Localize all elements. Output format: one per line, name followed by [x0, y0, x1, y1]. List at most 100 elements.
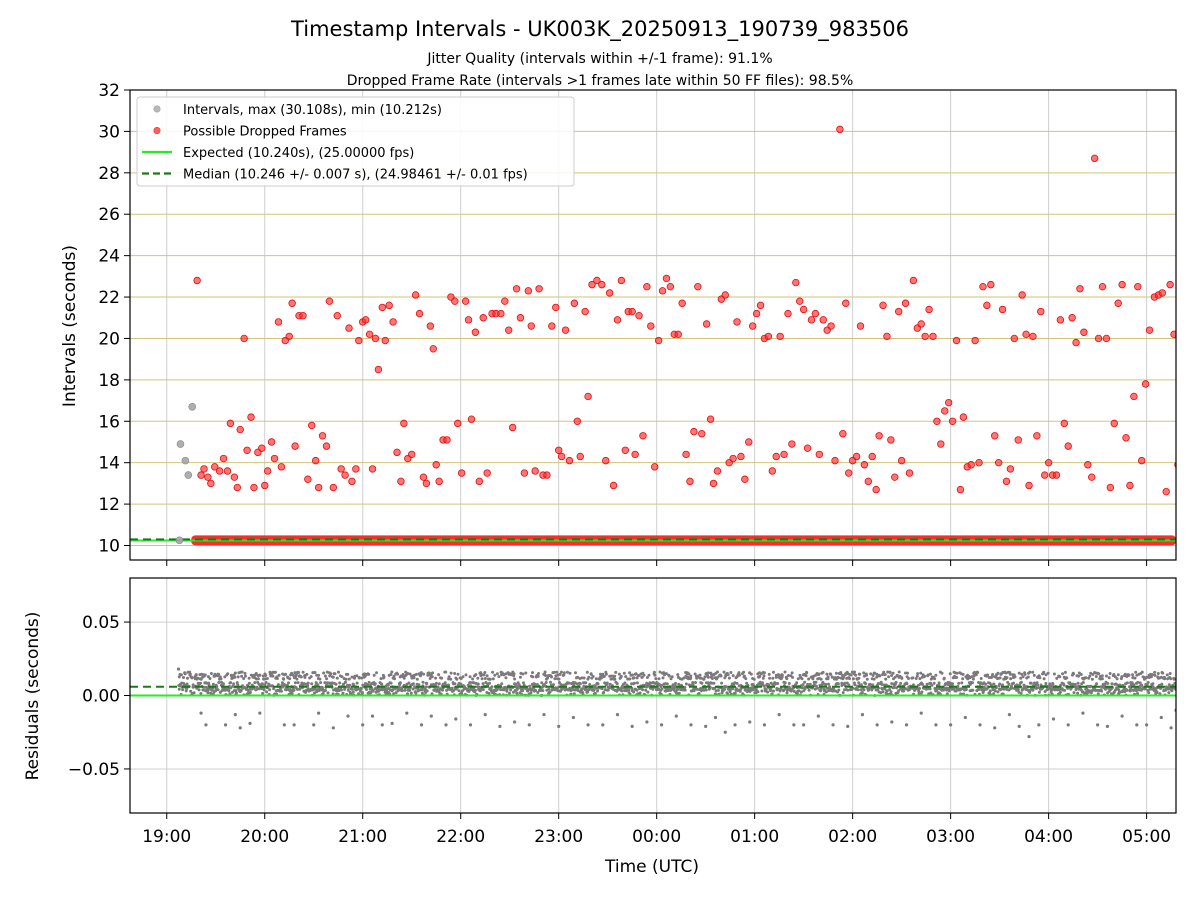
residual-point	[864, 682, 868, 686]
residual-point	[605, 681, 609, 685]
residual-point	[355, 681, 359, 685]
residual-point	[742, 670, 746, 674]
residual-point	[528, 684, 531, 688]
residual-point	[420, 688, 424, 692]
dropped-frame-point	[308, 421, 316, 430]
dropped-frame-point	[666, 282, 675, 291]
residual-point	[767, 683, 771, 687]
residual-point	[263, 683, 267, 687]
residual-point	[208, 677, 212, 680]
residual-point	[729, 671, 733, 674]
dropped-frame-point	[713, 467, 722, 475]
residual-point	[841, 691, 845, 695]
residual-point	[1167, 691, 1171, 695]
residual-point	[253, 681, 257, 685]
residual-point	[719, 674, 723, 678]
residual-point	[744, 677, 748, 681]
residual-point	[1106, 682, 1110, 685]
residual-point	[530, 688, 534, 692]
dropped-frame-point	[389, 318, 397, 326]
residual-point	[483, 677, 487, 680]
residual-point	[512, 672, 516, 676]
residual-point	[725, 685, 728, 689]
residual-point	[340, 675, 344, 679]
residual-outlier-point	[1105, 724, 1110, 728]
residual-point	[447, 675, 451, 679]
dropped-frame-point	[464, 316, 473, 324]
dropped-frame-point	[371, 334, 380, 343]
residual-point	[1010, 686, 1014, 690]
residual-point	[1165, 673, 1169, 677]
residual-point	[209, 672, 213, 675]
residual-point	[989, 683, 993, 687]
residual-point	[795, 681, 799, 685]
dropped-frame-point	[768, 467, 776, 475]
dropped-frame-point	[419, 473, 428, 481]
residual-point	[436, 685, 440, 689]
residual-point	[277, 673, 281, 677]
residual-point	[1076, 681, 1080, 685]
residual-point	[549, 680, 552, 684]
residual-point	[868, 682, 872, 686]
legend-label: Intervals, max (30.108s), min (10.212s)	[183, 103, 442, 118]
residual-point	[417, 683, 421, 687]
residual-point	[921, 682, 924, 686]
residual-point	[801, 686, 805, 690]
residual-point	[761, 676, 765, 680]
residual-point	[389, 681, 393, 685]
residual-point	[504, 672, 508, 676]
residual-point	[1037, 690, 1041, 694]
residual-point	[849, 673, 853, 677]
residual-point	[696, 674, 700, 678]
residual-point	[318, 677, 322, 681]
residual-point	[1042, 677, 1046, 681]
residual-point	[392, 674, 396, 678]
dropped-frame-point	[690, 427, 698, 436]
dropped-frame-point	[764, 332, 773, 341]
residual-point	[367, 680, 371, 684]
residual-outlier-point	[419, 723, 424, 727]
dropped-frame-point	[905, 469, 914, 477]
residual-point	[324, 689, 327, 692]
bottom-xtick-label: 02:00	[828, 827, 877, 847]
residual-point	[1094, 675, 1098, 678]
residual-point	[186, 676, 189, 680]
residual-point	[1125, 681, 1129, 685]
residual-point	[633, 681, 636, 685]
residual-point	[194, 673, 198, 677]
dropped-frame-point	[322, 442, 331, 450]
legend-label: Possible Dropped Frames	[183, 125, 347, 140]
residual-outlier-point	[762, 723, 767, 727]
residual-point	[215, 685, 219, 689]
residual-point	[859, 683, 863, 687]
residual-point	[687, 672, 691, 676]
residual-point	[558, 672, 562, 676]
residual-point	[883, 673, 887, 677]
residual-point	[821, 670, 825, 674]
dropped-frame-point	[1166, 280, 1174, 289]
residual-point	[282, 677, 286, 681]
residual-point	[628, 671, 632, 675]
dropped-frame-point	[240, 334, 248, 343]
residual-point	[804, 674, 808, 678]
residual-point	[805, 671, 809, 675]
dropped-frame-point	[776, 332, 784, 341]
residual-point	[667, 674, 671, 678]
residual-point	[544, 681, 548, 684]
residual-point	[256, 677, 260, 681]
residual-point	[807, 688, 811, 692]
residual-point	[862, 688, 866, 692]
residual-point	[479, 671, 483, 675]
residual-point	[878, 674, 882, 678]
residual-point	[937, 681, 941, 685]
residual-point	[694, 681, 697, 684]
dropped-frame-point	[887, 436, 895, 444]
residual-point	[542, 683, 546, 686]
residual-point	[1029, 681, 1033, 685]
residual-outlier-point	[890, 720, 894, 724]
residual-point	[853, 683, 857, 687]
residual-point	[559, 683, 563, 686]
chart-subtitle-line-1: Jitter Quality (intervals within +/-1 fr…	[426, 51, 772, 67]
legend-marker	[153, 105, 161, 113]
residual-point	[386, 683, 390, 687]
